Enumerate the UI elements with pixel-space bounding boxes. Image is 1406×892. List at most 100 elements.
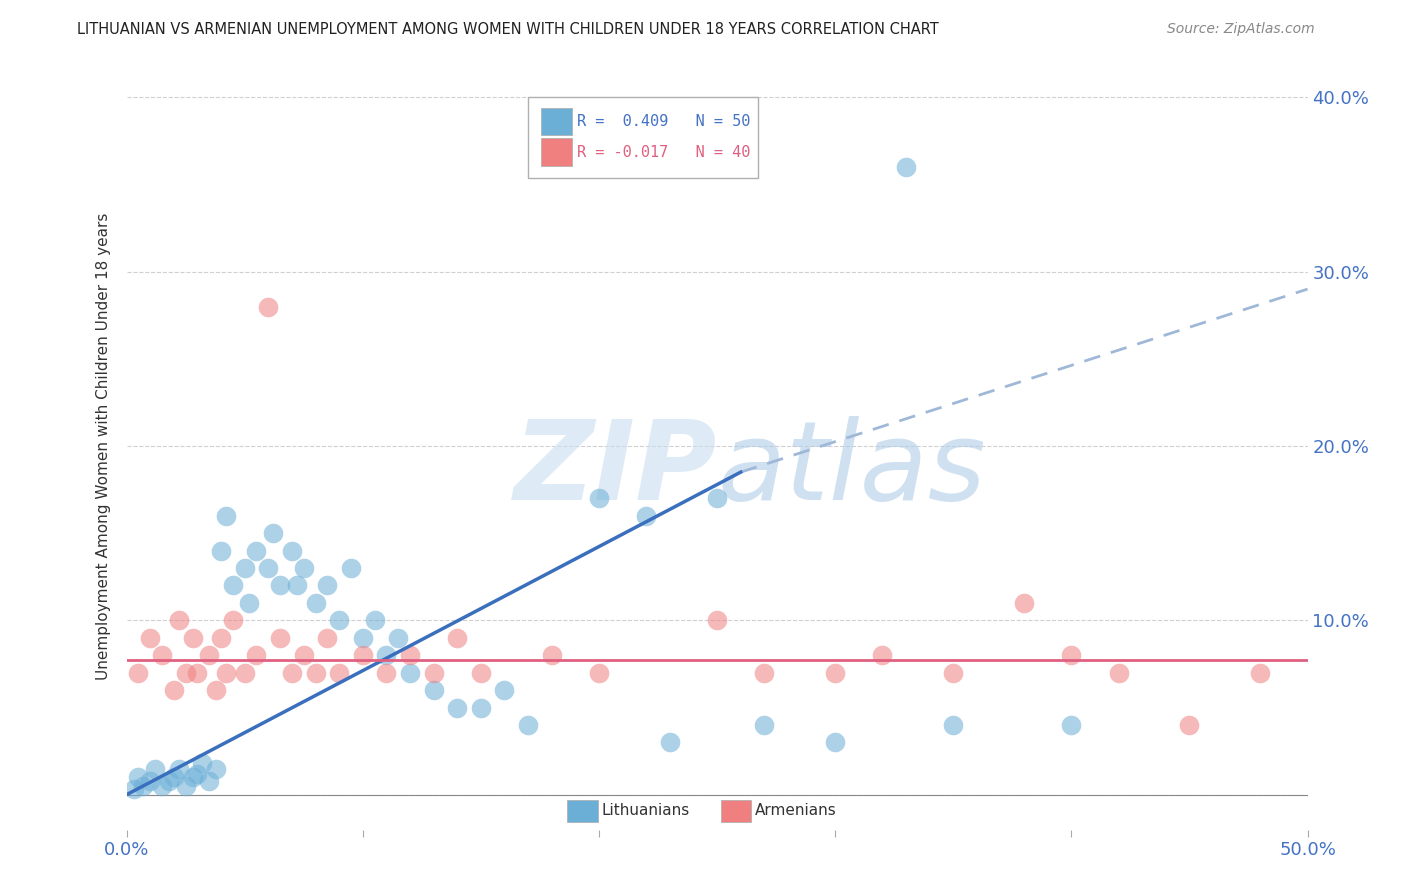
Point [238,596,260,610]
Point [706,613,728,627]
Point [304,665,326,680]
Point [167,613,190,627]
Point [352,648,374,663]
Point [894,160,917,174]
FancyBboxPatch shape [721,799,751,822]
Point [328,613,350,627]
Point [222,578,245,592]
Point [588,491,610,506]
Point [198,648,221,663]
Point [174,665,197,680]
Point [245,648,267,663]
Point [174,779,197,793]
Point [470,665,492,680]
Point [942,718,965,732]
Point [157,773,180,788]
Point [636,508,658,523]
Point [150,648,173,663]
Point [181,770,204,784]
Point [281,543,304,558]
Point [181,631,204,645]
Point [186,665,208,680]
FancyBboxPatch shape [529,97,758,178]
Point [658,735,681,749]
Text: Armenians: Armenians [755,803,837,818]
Point [363,613,385,627]
Point [588,665,610,680]
Point [824,665,846,680]
Point [494,683,516,698]
Point [150,779,173,793]
Point [262,526,284,541]
Point [540,648,562,663]
Point [316,631,339,645]
Point [209,631,232,645]
Point [233,561,256,575]
Point [340,561,363,575]
Point [269,631,291,645]
Point [942,665,965,680]
Point [127,665,149,680]
Point [233,665,256,680]
Point [754,665,776,680]
Point [1178,718,1201,732]
Point [517,718,540,732]
Point [304,596,326,610]
Point [1060,718,1083,732]
FancyBboxPatch shape [541,108,572,136]
Text: atlas: atlas [717,416,986,523]
Point [186,766,208,780]
Text: Source: ZipAtlas.com: Source: ZipAtlas.com [1167,22,1315,37]
Point [470,700,492,714]
Point [139,773,162,788]
Point [375,648,398,663]
Text: R = -0.017   N = 40: R = -0.017 N = 40 [576,145,749,160]
Point [269,578,291,592]
Point [824,735,846,749]
Point [245,543,267,558]
Point [706,491,728,506]
Point [139,631,162,645]
Point [1012,596,1035,610]
Point [281,665,304,680]
Point [167,762,190,776]
Point [163,770,186,784]
Point [292,648,315,663]
Point [198,773,221,788]
Text: LITHUANIAN VS ARMENIAN UNEMPLOYMENT AMONG WOMEN WITH CHILDREN UNDER 18 YEARS COR: LITHUANIAN VS ARMENIAN UNEMPLOYMENT AMON… [77,22,939,37]
Point [422,665,444,680]
Point [215,665,238,680]
Point [387,631,409,645]
Point [222,613,245,627]
Point [1249,665,1271,680]
Point [1060,648,1083,663]
Text: R =  0.409   N = 50: R = 0.409 N = 50 [576,114,749,129]
Point [205,683,228,698]
FancyBboxPatch shape [567,799,598,822]
Point [205,762,228,776]
Point [754,718,776,732]
Point [163,683,186,698]
Point [215,508,238,523]
Point [132,779,155,793]
Point [328,665,350,680]
Text: Lithuanians: Lithuanians [602,803,689,818]
Y-axis label: Unemployment Among Women with Children Under 18 years: Unemployment Among Women with Children U… [96,212,111,680]
Point [257,561,280,575]
Point [375,665,398,680]
Point [143,762,166,776]
Point [209,543,232,558]
Point [352,631,374,645]
Point [399,648,422,663]
Point [127,770,149,784]
Point [422,683,444,698]
Point [399,665,422,680]
Point [316,578,339,592]
Point [292,561,315,575]
Point [1108,665,1130,680]
Point [122,782,145,797]
Point [872,648,894,663]
Point [257,300,280,314]
Point [285,578,308,592]
Text: ZIP: ZIP [513,416,717,523]
